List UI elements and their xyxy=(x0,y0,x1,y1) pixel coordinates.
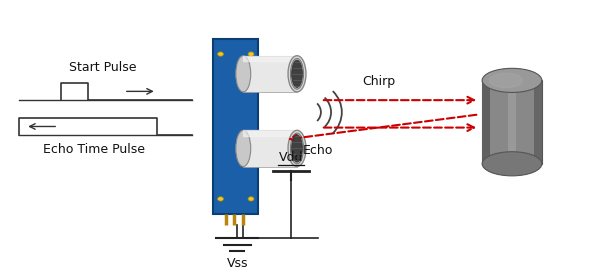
Text: Vdd: Vdd xyxy=(279,151,303,164)
FancyArrowPatch shape xyxy=(323,97,474,103)
Ellipse shape xyxy=(490,73,523,88)
Ellipse shape xyxy=(290,133,304,164)
Text: Vss: Vss xyxy=(227,257,248,270)
Ellipse shape xyxy=(482,68,542,93)
Ellipse shape xyxy=(292,60,302,87)
Ellipse shape xyxy=(236,56,251,92)
Ellipse shape xyxy=(218,52,224,56)
Text: Echo: Echo xyxy=(303,144,334,157)
Bar xyxy=(508,80,517,164)
Ellipse shape xyxy=(218,197,224,201)
Ellipse shape xyxy=(292,135,302,162)
Bar xyxy=(482,80,490,164)
Bar xyxy=(243,130,297,136)
Ellipse shape xyxy=(236,130,251,167)
Bar xyxy=(482,80,542,164)
Ellipse shape xyxy=(248,197,254,201)
Bar xyxy=(243,130,297,167)
FancyArrowPatch shape xyxy=(290,115,476,141)
FancyArrowPatch shape xyxy=(323,124,474,131)
Text: Start Pulse: Start Pulse xyxy=(69,61,137,74)
Bar xyxy=(535,80,542,164)
Ellipse shape xyxy=(290,58,304,89)
Bar xyxy=(243,56,297,92)
Ellipse shape xyxy=(288,56,306,92)
Bar xyxy=(243,56,297,61)
Ellipse shape xyxy=(248,52,254,56)
Ellipse shape xyxy=(482,152,542,176)
Text: Echo Time Pulse: Echo Time Pulse xyxy=(43,143,145,156)
Ellipse shape xyxy=(288,130,306,167)
Bar xyxy=(214,39,258,214)
Text: Chirp: Chirp xyxy=(363,75,396,88)
